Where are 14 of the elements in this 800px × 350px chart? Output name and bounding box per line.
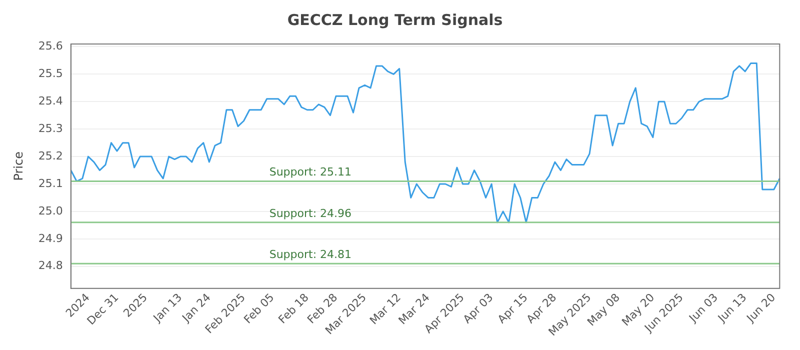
y-tick-label: 25.0 bbox=[38, 204, 63, 218]
y-tick-label: 24.8 bbox=[38, 259, 63, 272]
y-axis-title: Price bbox=[11, 152, 26, 181]
y-tick-label: 25.2 bbox=[38, 149, 63, 162]
y-tick-label: 24.9 bbox=[38, 232, 63, 245]
ref-line-label: Support: 25.11 bbox=[269, 166, 352, 179]
chart-title: GECCZ Long Term Signals bbox=[287, 10, 503, 29]
y-tick-label: 25.4 bbox=[38, 94, 63, 108]
y-tick-label: 25.6 bbox=[38, 40, 63, 53]
y-tick-label: 25.1 bbox=[38, 176, 63, 190]
y-tick-label: 25.5 bbox=[38, 67, 63, 80]
ref-line-label: Support: 24.81 bbox=[269, 248, 352, 261]
y-tick-label: 25.3 bbox=[38, 122, 63, 135]
ref-line-label: Support: 24.96 bbox=[269, 206, 352, 220]
